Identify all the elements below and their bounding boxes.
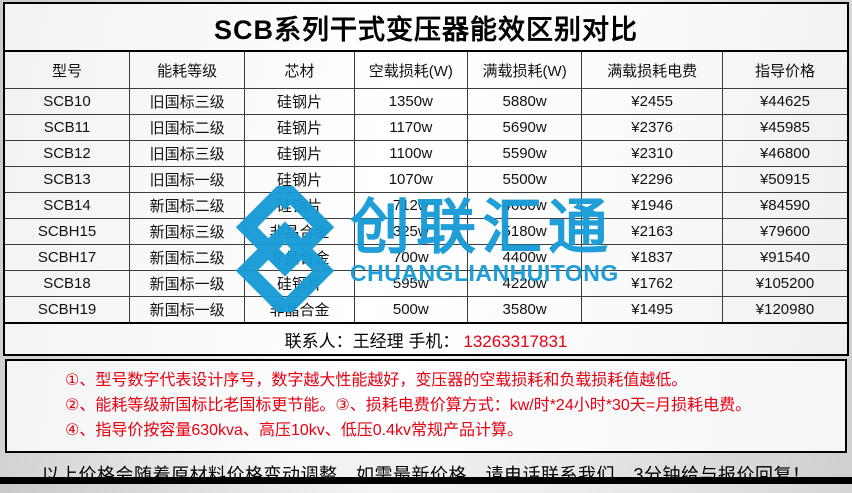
note-line-2: ②、能耗等级新国标比老国标更节能。③、损耗电费价算方式：kw/时*24小时*30…	[65, 397, 752, 414]
table-row: SCBH17 新国标二级 非晶合金 700w 4400w ¥1837 ¥91540	[3, 244, 849, 271]
contact-line: 联系人：王经理 手机： 13263317831	[3, 322, 849, 356]
table-cell: 1100w	[353, 140, 468, 167]
table-cell: 新国标三级	[128, 218, 246, 245]
table-cell: 3580w	[466, 296, 583, 324]
table-cell: 非晶合金	[244, 296, 355, 324]
title-row: SCB系列干式变压器能效区别对比	[3, 2, 849, 52]
table-cell: SCBH19	[3, 296, 130, 324]
table-cell: SCB14	[3, 192, 130, 219]
note-line-3: ④、指导价按容量630kva、高压10kv、低压0.4kv常规产品计算。	[65, 422, 523, 439]
table-cell: ¥1946	[581, 192, 723, 219]
table-cell: 4660w	[466, 192, 583, 219]
table-cell: 新国标一级	[128, 270, 246, 297]
table-cell: ¥50915	[721, 166, 849, 193]
contact-phone: 13263317831	[463, 331, 568, 351]
table-cell: 非晶合金	[244, 218, 355, 245]
table-cell: 1170w	[353, 114, 468, 141]
table-cell: SCBH15	[3, 218, 130, 245]
table-row: SCB10 旧国标三级 硅钢片 1350w 5880w ¥2455 ¥44625	[3, 88, 849, 115]
table-cell: ¥1495	[581, 296, 723, 324]
column-header: 满载损耗(W)	[466, 50, 583, 89]
note-line-1: ①、型号数字代表设计序号，数字越大性能越好，变压器的空载损耗和负载损耗值越低。	[65, 372, 688, 389]
table-cell: 712w	[353, 192, 468, 219]
table-cell: 非晶合金	[244, 244, 355, 271]
table-cell: 1350w	[353, 88, 468, 115]
table-cell: ¥1762	[581, 270, 723, 297]
footer-notice: 以上价格会随着原材料价格变动调整，如需最新价格，请电话联系我们，3分钟给与报价回…	[41, 465, 811, 485]
table-cell: 325w	[353, 218, 468, 245]
table-cell: SCB11	[3, 114, 130, 141]
table-cell: 4220w	[466, 270, 583, 297]
table-cell: SCBH17	[3, 244, 130, 271]
table-cell: 5590w	[466, 140, 583, 167]
table-cell: ¥2296	[581, 166, 723, 193]
table-row: SCB11 旧国标二级 硅钢片 1170w 5690w ¥2376 ¥45985	[3, 114, 849, 141]
table-cell: 新国标二级	[128, 244, 246, 271]
table-cell: 硅钢片	[244, 88, 355, 115]
table-row: SCBH15 新国标三级 非晶合金 325w 5180w ¥2163 ¥79600	[3, 218, 849, 245]
table-cell: ¥2163	[581, 218, 723, 245]
table-cell: 旧国标一级	[128, 166, 246, 193]
table-cell: 5500w	[466, 166, 583, 193]
table-cell: ¥46800	[721, 140, 849, 167]
table-cell: 5180w	[466, 218, 583, 245]
table-body: SCB系列干式变压器能效区别对比 型号 能耗等级 芯材 空载损耗(W) 满载损耗(W) 满…	[3, 2, 849, 356]
column-header: 满载损耗电费	[581, 50, 723, 89]
column-header: 能耗等级	[128, 50, 246, 89]
table-cell: ¥120980	[721, 296, 849, 324]
table-cell: ¥84590	[721, 192, 849, 219]
table-cell: 700w	[353, 244, 468, 271]
table-row: SCB18 新国标一级 硅钢片 595w 4220w ¥1762 ¥105200	[3, 270, 849, 297]
column-header: 型号	[3, 50, 130, 89]
table-cell: ¥44625	[721, 88, 849, 115]
table-row: SCB13 旧国标一级 硅钢片 1070w 5500w ¥2296 ¥50915	[3, 166, 849, 193]
table-cell: 硅钢片	[244, 114, 355, 141]
table-cell: ¥2376	[581, 114, 723, 141]
table-cell: SCB10	[3, 88, 130, 115]
notes-box: ①、型号数字代表设计序号，数字越大性能越好，变压器的空载损耗和负载损耗值越低。 …	[5, 359, 847, 453]
table-cell: SCB13	[3, 166, 130, 193]
table-cell: ¥91540	[721, 244, 849, 271]
page-title: SCB系列干式变压器能效区别对比	[3, 2, 849, 52]
table-cell: ¥79600	[721, 218, 849, 245]
table-cell: 500w	[353, 296, 468, 324]
transformer-table: SCB系列干式变压器能效区别对比 型号 能耗等级 芯材 空载损耗(W) 满载损耗(W) 满…	[3, 2, 849, 356]
table-cell: 硅钢片	[244, 270, 355, 297]
table-cell: 5690w	[466, 114, 583, 141]
table-cell: 5880w	[466, 88, 583, 115]
table-cell: 硅钢片	[244, 166, 355, 193]
table-cell: SCB18	[3, 270, 130, 297]
table-row: SCBH19 新国标一级 非晶合金 500w 3580w ¥1495 ¥120980	[3, 296, 849, 324]
table-cell: SCB12	[3, 140, 130, 167]
table-cell: 硅钢片	[244, 140, 355, 167]
table-cell: 旧国标三级	[128, 140, 246, 167]
column-header: 指导价格	[721, 50, 849, 89]
column-header: 芯材	[244, 50, 355, 89]
bottom-border-bar	[0, 477, 852, 484]
header-row: 型号 能耗等级 芯材 空载损耗(W) 满载损耗(W) 满载损耗电费 指导价格	[3, 50, 849, 89]
table-cell: ¥1837	[581, 244, 723, 271]
column-header: 空载损耗(W)	[353, 50, 468, 89]
table-cell: 595w	[353, 270, 468, 297]
table-row: SCB14 新国标二级 硅钢片 712w 4660w ¥1946 ¥84590	[3, 192, 849, 219]
table-cell: ¥2310	[581, 140, 723, 167]
table-cell: ¥2455	[581, 88, 723, 115]
table-cell: ¥45985	[721, 114, 849, 141]
table-cell: 4400w	[466, 244, 583, 271]
contact-row: 联系人：王经理 手机： 13263317831	[3, 322, 849, 356]
table-cell: 硅钢片	[244, 192, 355, 219]
contact-label: 联系人：王经理 手机：	[284, 331, 460, 351]
table-cell: 1070w	[353, 166, 468, 193]
table-cell: 新国标二级	[128, 192, 246, 219]
table-cell: 新国标一级	[128, 296, 246, 324]
table-cell: ¥105200	[721, 270, 849, 297]
table-cell: 旧国标二级	[128, 114, 246, 141]
table-cell: 旧国标三级	[128, 88, 246, 115]
table-row: SCB12 旧国标三级 硅钢片 1100w 5590w ¥2310 ¥46800	[3, 140, 849, 167]
